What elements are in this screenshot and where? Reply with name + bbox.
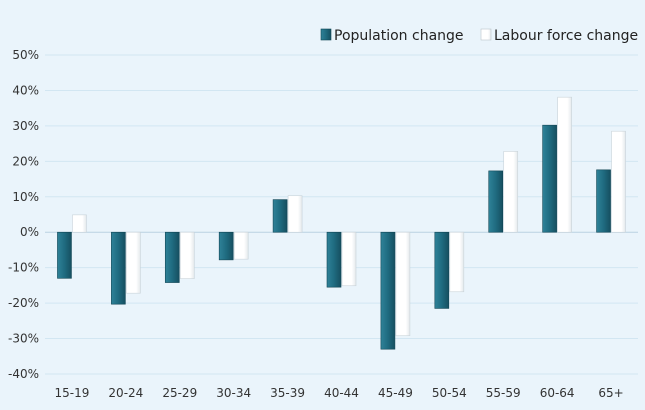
population-bar — [488, 170, 504, 233]
y-tick-label: 50% — [12, 48, 39, 62]
x-tick-label: 20-24 — [108, 386, 143, 400]
legend-label-labour-force: Labour force change — [494, 28, 638, 44]
labour-force-bar — [503, 151, 519, 233]
population-bar — [218, 231, 234, 261]
population-bar — [164, 231, 180, 283]
y-tick-label: -10% — [8, 261, 39, 275]
labour-force-bar — [233, 231, 249, 260]
population-bar — [542, 124, 557, 233]
population-bar — [326, 231, 342, 288]
y-tick-label: 30% — [12, 119, 39, 133]
population-bar — [596, 169, 611, 233]
x-tick-label: 50-54 — [432, 386, 467, 400]
x-tick-label: 55-59 — [486, 386, 521, 400]
y-axis: 50% 40% 30% 20% 10% 0% -10% -20% -30% -40% — [8, 48, 39, 381]
population-bar — [111, 231, 126, 305]
x-tick-label: 60-64 — [540, 386, 575, 400]
population-bar — [434, 231, 450, 309]
legend-label-population: Population change — [334, 28, 464, 44]
legend-swatch-labour-force — [480, 28, 492, 41]
y-tick-label: -40% — [8, 367, 39, 381]
population-bar — [380, 231, 396, 350]
x-tick-label: 35-39 — [270, 386, 305, 400]
labour-force-bar — [179, 231, 195, 279]
labour-force-bar — [72, 214, 87, 233]
labour-force-bar — [611, 130, 626, 233]
x-tick-label: 45-49 — [378, 386, 413, 400]
x-tick-label: 15-19 — [55, 386, 90, 400]
x-tick-label: 65+ — [598, 386, 623, 400]
y-tick-label: -30% — [8, 332, 39, 346]
labour-force-bar — [557, 96, 572, 233]
legend: Population change Labour force change — [320, 28, 638, 44]
y-tick-label: 40% — [12, 83, 39, 97]
labour-force-bar — [395, 231, 411, 337]
labour-force-bar — [449, 231, 465, 293]
x-axis: 15-19 20-24 25-29 30-34 35-39 40-44 45-49 50-54… — [55, 386, 624, 400]
population-bar — [57, 231, 72, 279]
labour-force-bar — [126, 231, 141, 294]
grid — [45, 54, 638, 375]
x-tick-label: 40-44 — [324, 386, 359, 400]
labour-force-bar — [287, 195, 303, 233]
bars — [57, 96, 626, 350]
population-bar — [272, 199, 288, 233]
y-tick-label: 20% — [12, 154, 39, 168]
x-tick-label: 25-29 — [162, 386, 197, 400]
y-tick-label: -20% — [8, 296, 39, 310]
x-tick-label: 30-34 — [216, 386, 251, 400]
labour-force-bar — [341, 231, 357, 287]
y-tick-label: 10% — [12, 190, 39, 204]
y-tick-label: 0% — [20, 225, 39, 239]
legend-swatch-population — [320, 28, 332, 41]
